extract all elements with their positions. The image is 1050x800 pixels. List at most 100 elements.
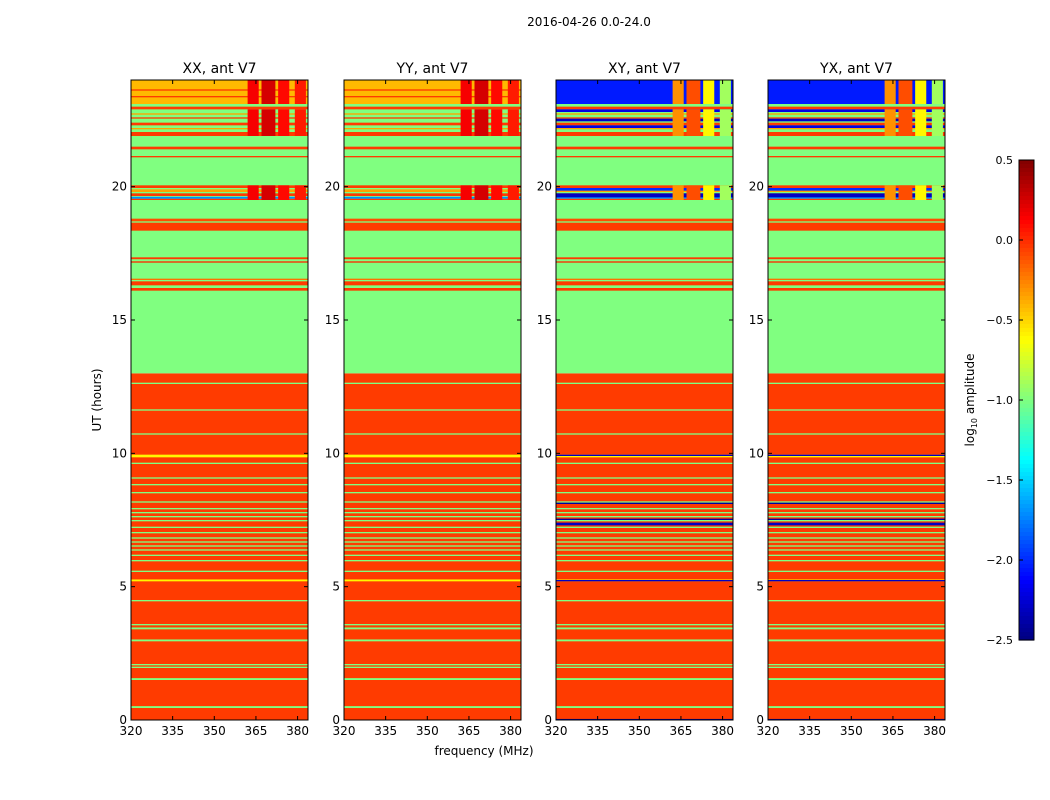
colorbar-segment <box>1019 312 1034 317</box>
rfi-block <box>686 185 701 200</box>
colorbar-segment <box>1019 380 1034 385</box>
heatmap-row <box>131 288 308 291</box>
colorbar-segment <box>1019 356 1034 361</box>
colorbar-segment <box>1019 576 1034 581</box>
heatmap-row <box>344 492 521 494</box>
colorbar-segment <box>1019 332 1034 337</box>
colorbar-segment <box>1019 532 1034 537</box>
colorbar-segment <box>1019 396 1034 401</box>
heatmap-row <box>131 281 308 286</box>
heatmap-row <box>344 516 521 518</box>
colorbar-segment <box>1019 420 1034 425</box>
colorbar-segment <box>1019 172 1034 177</box>
rfi-block <box>898 185 913 200</box>
heatmap-row <box>344 678 521 680</box>
panel-frame <box>767 79 946 721</box>
x-tick-label: 320 <box>120 724 143 738</box>
heatmap-row <box>556 706 733 708</box>
heatmap-row <box>768 570 945 572</box>
colorbar-segment <box>1019 276 1034 281</box>
x-tick-label: 335 <box>586 724 609 738</box>
colorbar-segment <box>1019 232 1034 237</box>
heatmap-row <box>768 541 945 543</box>
x-tick-label: 365 <box>457 724 480 738</box>
colorbar-segment <box>1019 248 1034 253</box>
colorbar-segment <box>1019 472 1034 477</box>
heatmap-row <box>131 516 308 518</box>
rfi-block <box>474 80 489 104</box>
heatmap-row <box>556 409 733 411</box>
panel-yx: YX, ant V7 320 335 350 365 380 0 5 10 15 20 <box>749 61 946 738</box>
colorbar-segment <box>1019 300 1034 305</box>
y-tick-label: 15 <box>112 313 127 327</box>
x-tick-label: 380 <box>499 724 522 738</box>
colorbar-label-suffix: amplitude <box>963 354 977 418</box>
colorbar-segment <box>1019 536 1034 541</box>
heatmap-row <box>556 526 733 528</box>
rfi-block <box>460 109 472 136</box>
colorbar-segment <box>1019 492 1034 497</box>
heatmap-row <box>344 193 521 196</box>
y-tick-label: 20 <box>325 180 340 194</box>
heatmap-row <box>768 560 945 562</box>
colorbar-segment <box>1019 344 1034 349</box>
colorbar-segment <box>1019 268 1034 273</box>
heatmap-row <box>556 462 733 464</box>
heatmap-row-cross <box>556 518 733 520</box>
heatmap-row <box>344 627 521 630</box>
heatmap-row-cross <box>768 502 945 504</box>
colorbar-segment <box>1019 228 1034 233</box>
rfi-block <box>474 185 489 200</box>
y-tick-label: 20 <box>112 180 127 194</box>
colorbar-segment <box>1019 176 1034 181</box>
rfi-block <box>507 109 519 136</box>
heatmap-row <box>131 261 308 263</box>
y-tick-label: 10 <box>325 446 340 460</box>
colorbar-segment <box>1019 592 1034 597</box>
heatmap-row <box>344 132 521 136</box>
x-tick-label: 350 <box>416 724 439 738</box>
heatmap-row <box>556 600 733 602</box>
heatmap-row <box>556 501 733 503</box>
heatmap-row <box>768 218 945 222</box>
heatmap-row <box>344 185 521 188</box>
colorbar-segment <box>1019 240 1034 245</box>
heatmap-row <box>768 484 945 486</box>
heatmap-row <box>556 512 733 514</box>
colorbar-segment <box>1019 620 1034 625</box>
heatmap-row <box>344 512 521 514</box>
x-tick-label: 380 <box>286 724 309 738</box>
heatmap-row <box>131 89 308 91</box>
heatmap-row <box>131 554 308 556</box>
y-tick-label: 5 <box>332 580 340 594</box>
colorbar-segment <box>1019 384 1034 389</box>
heatmap-row <box>131 278 308 280</box>
x-tick-label: 380 <box>923 724 946 738</box>
colorbar-segment <box>1019 336 1034 341</box>
heatmap-row <box>768 501 945 503</box>
colorbar-segment <box>1019 320 1034 325</box>
colorbar-segment <box>1019 180 1034 185</box>
heatmap-row <box>131 454 308 458</box>
heatmap-row <box>556 128 733 130</box>
colorbar-segment <box>1019 376 1034 381</box>
y-tick-label: 20 <box>537 180 552 194</box>
heatmap-row <box>131 477 308 479</box>
colorbar-segment <box>1019 408 1034 413</box>
colorbar-segment <box>1019 252 1034 257</box>
colorbar-segment <box>1019 452 1034 457</box>
heatmap-row <box>768 508 945 510</box>
heatmap-row <box>768 185 945 188</box>
panel-yy: YY, ant V7 320 335 350 365 380 0 5 10 15 20 <box>325 61 522 738</box>
heatmap-row <box>131 196 308 199</box>
rfi-block <box>931 109 943 136</box>
colorbar-segment <box>1019 440 1034 445</box>
colorbar-segment <box>1019 204 1034 209</box>
rfi-block <box>294 185 306 200</box>
heatmap-row <box>131 560 308 562</box>
colorbar-segment <box>1019 372 1034 377</box>
heatmap-row <box>131 198 308 200</box>
heatmap-row <box>556 117 733 119</box>
heatmap-row <box>344 600 521 602</box>
rfi-block <box>460 80 472 104</box>
